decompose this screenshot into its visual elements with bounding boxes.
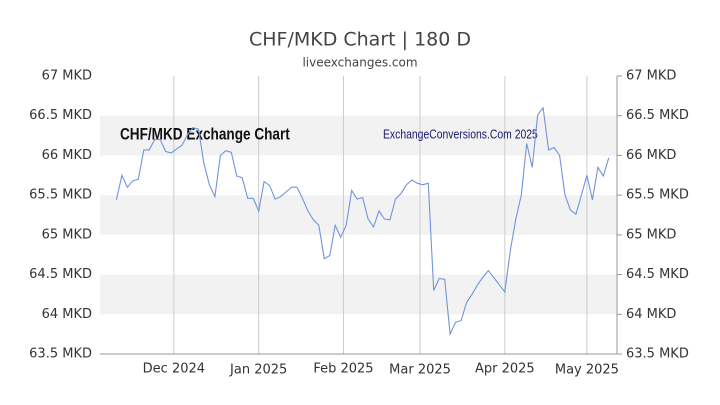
annotation: CHF/MKD Exchange Chart	[120, 125, 290, 144]
y-tick-label: 63.5 MKD	[29, 347, 92, 362]
chart-subtitle: liveexchanges.com	[302, 56, 417, 70]
y2-tick-label: 64 MKD	[626, 307, 676, 322]
y2-tick-label: 66.5 MKD	[626, 108, 689, 123]
y-tick-label: 65.5 MKD	[29, 188, 92, 203]
y-tick-label: 65 MKD	[42, 227, 92, 242]
bands	[100, 115, 617, 315]
y-tick-label: 66 MKD	[42, 148, 92, 163]
y2-tick-label: 67 MKD	[626, 69, 676, 84]
grid-band	[100, 274, 617, 315]
y2-tick-label: 66 MKD	[626, 148, 676, 163]
y-tick-label: 64.5 MKD	[29, 267, 92, 282]
x-tick-label: Dec 2024	[143, 362, 205, 377]
grid-band	[100, 195, 617, 235]
series-line	[115, 106, 610, 337]
y-tick-label: 64 MKD	[42, 307, 92, 322]
grid-band	[100, 115, 617, 156]
annotation: ExchangeConversions.Com 2025	[383, 127, 538, 141]
x-tick-label: Mar 2025	[389, 363, 451, 378]
y2-tick-label: 63.5 MKD	[626, 347, 689, 362]
y2-tick-label: 64.5 MKD	[626, 267, 689, 282]
x-tick-label: May 2025	[555, 363, 619, 378]
y2-tick-label: 65 MKD	[626, 227, 676, 242]
x-tick-label: Apr 2025	[475, 362, 535, 377]
y-tick-label: 67 MKD	[42, 69, 92, 84]
x-tick-label: Jan 2025	[229, 363, 287, 378]
y2-tick-label: 65.5 MKD	[626, 188, 689, 203]
chart-title: CHF/MKD Chart | 180 D	[249, 29, 471, 51]
grid	[173, 75, 622, 355]
y-tick-label: 66.5 MKD	[29, 108, 92, 123]
x-tick-label: Feb 2025	[313, 362, 373, 377]
